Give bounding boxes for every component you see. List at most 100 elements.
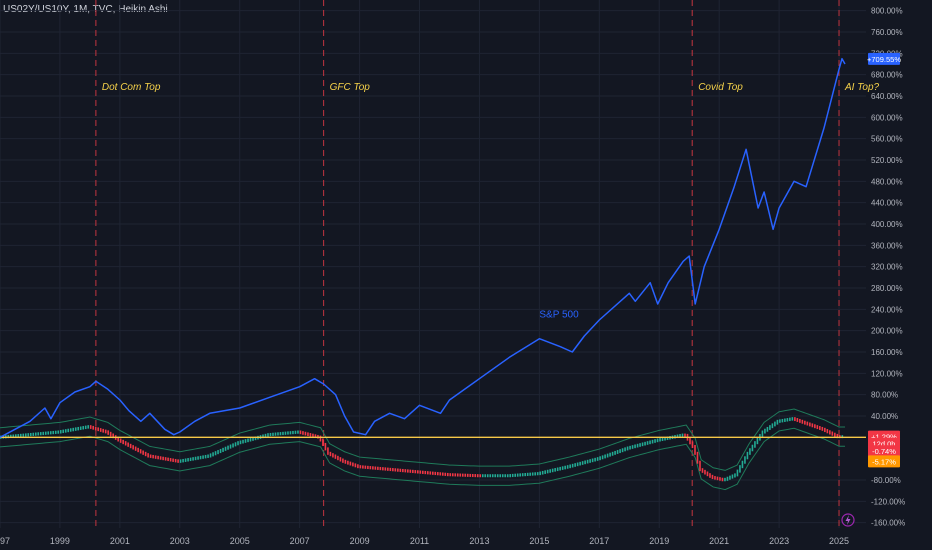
y-tick-label: 800.00% (871, 7, 903, 16)
indicator-bar (724, 477, 726, 482)
indicator-bar (242, 439, 244, 444)
indicator-bar (566, 465, 569, 469)
indicator-bar (596, 457, 599, 461)
x-axis[interactable]: 1997 1999 2001 2003 2005 2007 2009 2011 2013 2015… (0, 536, 849, 546)
indicator-bar (399, 468, 402, 472)
indicator-bar (344, 459, 347, 464)
indicator-bar (656, 438, 659, 443)
indicator-bar (349, 461, 352, 466)
indicator-bar (546, 469, 549, 474)
indicator-bar (774, 421, 776, 427)
indicator-bar (531, 472, 534, 476)
indicator-bar (514, 473, 517, 477)
indicator-bar (44, 431, 47, 435)
indicator-bar (494, 474, 497, 478)
indicator-bar (741, 460, 744, 469)
indicator-bar (744, 456, 746, 464)
lightning-icon[interactable] (841, 513, 855, 527)
indicator-bar (541, 470, 544, 475)
indicator-bar (9, 434, 12, 438)
indicator-bar (19, 433, 22, 438)
indicator-bar (144, 451, 147, 457)
x-tick-label: 2019 (649, 536, 669, 546)
indicator-bar (691, 441, 694, 449)
indicator-bar (49, 431, 52, 435)
indicator-bar (824, 427, 826, 433)
y-tick-label: -80.00% (871, 476, 901, 485)
indicator-bar (721, 477, 724, 482)
indicator-bar (606, 453, 609, 458)
indicator-bar (34, 432, 37, 436)
indicator-bar (32, 432, 35, 436)
indicator-bar (362, 465, 364, 469)
y-tick-label: 360.00% (871, 241, 903, 250)
indicator-bar (319, 435, 322, 442)
indicator-bar (659, 438, 661, 442)
indicator-bar (439, 472, 442, 476)
indicator-bar (779, 419, 781, 423)
indicator-bar (147, 453, 149, 458)
indicator-bar (244, 439, 247, 443)
indicator-bar (107, 430, 109, 435)
x-tick-label: 2013 (469, 536, 489, 546)
indicator-bar (209, 453, 212, 458)
indicator-bar (417, 470, 419, 474)
indicator-bar (609, 452, 611, 457)
indicator-bar (127, 442, 129, 447)
indicator-bar (159, 456, 162, 460)
indicator-bar (611, 451, 614, 456)
indicator-bar (469, 473, 472, 477)
indicator-bar (464, 473, 467, 477)
annotation-label: GFC Top (330, 82, 371, 93)
indicator-bar (704, 469, 706, 475)
indicator-bar (89, 425, 92, 429)
price-tag-box (868, 52, 900, 65)
y-tick-label: -120.00% (871, 497, 905, 506)
indicator-bar (694, 445, 696, 455)
y-tick-label: 240.00% (871, 305, 903, 314)
indicator-bar (169, 458, 172, 462)
indicator-bar (769, 425, 771, 430)
indicator-bar (222, 447, 224, 452)
indicator-bar (274, 432, 277, 436)
indicator-bar (27, 433, 30, 437)
indicator-bar (456, 473, 459, 477)
indicator-bar (479, 474, 482, 478)
x-tick-label: 1997 (0, 536, 10, 546)
indicator-bar (37, 432, 40, 436)
indicator-bar (816, 425, 819, 430)
indicator-bar (581, 461, 584, 465)
indicator-bar (434, 471, 437, 476)
price-tag-label: +1.29% (871, 433, 897, 442)
indicator-bar (157, 455, 159, 460)
y-tick-label: -160.00% (871, 519, 905, 528)
indicator-bar (29, 432, 32, 437)
indicator-bar (224, 446, 227, 451)
indicator-bar (454, 473, 457, 477)
indicator-bar (314, 434, 317, 438)
indicator-bar (409, 469, 412, 473)
indicator-bar (412, 469, 414, 474)
indicator-bar (64, 429, 67, 433)
y-tick-label: 160.00% (871, 348, 903, 357)
indicator-bar (337, 455, 339, 461)
indicator-bar (84, 425, 87, 430)
indicator-bar (504, 474, 507, 478)
indicator-bar (172, 458, 174, 462)
indicator-bar (501, 474, 504, 478)
indicator-bar (139, 449, 142, 454)
indicator-bar (584, 460, 586, 465)
indicator-bar (414, 470, 417, 474)
indicator-bar (347, 460, 349, 465)
indicator-bar (714, 476, 716, 480)
indicator-bar (621, 448, 624, 453)
indicator-bar (152, 454, 154, 459)
indicator-bar (429, 471, 432, 475)
indicator-bar (199, 455, 202, 460)
indicator-bar (536, 472, 539, 476)
indicator-bar (74, 427, 77, 431)
indicator-bar (729, 475, 731, 480)
indicator-bar (789, 417, 791, 422)
indicator-bar (102, 428, 104, 433)
